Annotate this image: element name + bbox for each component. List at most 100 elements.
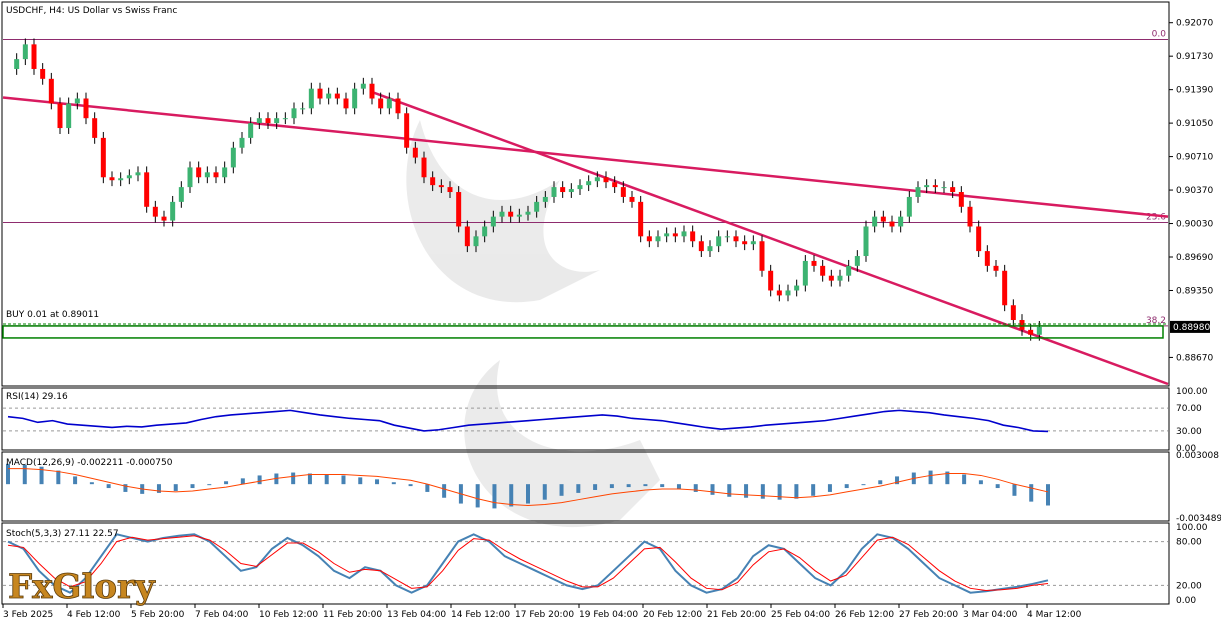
- order-label: BUY 0.01 at 0.89011: [6, 310, 99, 320]
- fib-level-label: 0.0: [1152, 29, 1167, 39]
- candle-body: [906, 196, 912, 217]
- candle-body: [239, 137, 245, 148]
- candle-body: [118, 178, 124, 181]
- price-tick-label: 0.89350: [1176, 286, 1213, 296]
- rsi-tick-label: 0.00: [1176, 444, 1196, 454]
- macd-bar: [962, 474, 967, 485]
- candle-body: [646, 236, 652, 242]
- candle-body: [248, 123, 254, 138]
- candle-body: [178, 187, 184, 202]
- candle-body: [889, 221, 895, 227]
- candle-body: [265, 118, 271, 124]
- candle-body: [378, 98, 384, 109]
- stoch-layer: 100.00 80.00 20.00 0.00: [3, 523, 1208, 606]
- candle-body: [776, 290, 782, 296]
- macd-bar: [995, 484, 1000, 489]
- candle-body: [898, 216, 904, 227]
- macd-bar: [190, 484, 195, 489]
- candle-body: [508, 211, 514, 217]
- macd-bar: [509, 484, 514, 507]
- candle-body: [386, 98, 392, 109]
- candles: [14, 38, 1042, 341]
- time-axis: 3 Feb 2025 4 Feb 12:00 5 Feb 20:00 7 Feb 04…: [2, 604, 1082, 620]
- time-tick-label: 17 Feb 20:00: [515, 610, 574, 620]
- macd-bar: [106, 484, 111, 489]
- macd-bar: [408, 484, 413, 487]
- candle-body: [872, 216, 878, 227]
- candle-body: [742, 241, 748, 245]
- macd-bar: [257, 475, 262, 485]
- fxglory-logo-text: FxGlory: [8, 567, 156, 607]
- macd-bar: [609, 484, 614, 489]
- candle-body: [863, 226, 869, 257]
- time-tick-label: 26 Feb 12:00: [835, 610, 894, 620]
- rsi-tick-label: 30.00: [1176, 427, 1202, 437]
- macd-bar: [89, 482, 94, 485]
- macd-bar: [794, 484, 799, 499]
- price-tick-label: 0.92070: [1176, 19, 1213, 29]
- price-grid: 0.92070 0.91730 0.91390 0.91050 0.90710 0.903…: [1169, 19, 1213, 363]
- candle-body: [152, 206, 158, 217]
- time-tick-label: 3 Feb 2025: [3, 610, 53, 620]
- macd-tick-label: 0.003008: [1176, 451, 1219, 461]
- fib-levels: 0.0 23.6 38.2: [3, 29, 1168, 327]
- fib-level-label: 38.2: [1146, 316, 1166, 326]
- candle-body: [976, 226, 982, 252]
- time-tick-label: 21 Feb 20:00: [707, 610, 766, 620]
- macd-tick-label: -0.003489: [1176, 514, 1221, 524]
- macd-bar: [207, 484, 212, 486]
- macd-bar: [576, 484, 581, 493]
- time-tick-label: 7 Feb 04:00: [195, 610, 249, 620]
- stoch-tick-label: 80.00: [1176, 538, 1202, 548]
- macd-panel: [1, 451, 1170, 522]
- candle-body: [950, 187, 956, 193]
- macd-bar: [475, 484, 480, 508]
- macd-bar: [39, 466, 44, 485]
- current-price-box: [1170, 320, 1210, 333]
- candle-body: [846, 265, 852, 276]
- macd-bar: [660, 484, 665, 488]
- macd-bar: [811, 484, 816, 496]
- macd-bar: [324, 474, 329, 485]
- macd-bar: [593, 484, 598, 490]
- candle-body: [170, 201, 176, 221]
- rsi-line: [7, 409, 1049, 433]
- candle-body: [187, 167, 193, 188]
- candle-body: [473, 236, 479, 247]
- candle-body: [837, 275, 843, 281]
- candle-body: [421, 157, 427, 178]
- macd-bar: [676, 484, 681, 490]
- candle-body: [334, 93, 340, 99]
- candle-body: [343, 98, 349, 109]
- candle-body: [196, 167, 202, 178]
- macd-bar: [643, 484, 648, 487]
- candle-body: [698, 241, 704, 252]
- rsi-tick-label: 100.00: [1176, 387, 1208, 397]
- price-tick-label: 0.90710: [1176, 153, 1213, 163]
- candle-body: [1028, 329, 1034, 335]
- macd-bar: [559, 484, 564, 496]
- candle-body: [57, 103, 63, 129]
- candle-body: [31, 44, 37, 69]
- macd-bar: [710, 484, 715, 495]
- candle-body: [40, 68, 46, 79]
- rsi-label: RSI(14) 29.16: [6, 392, 68, 402]
- rsi-tick-label: 70.00: [1176, 404, 1202, 414]
- macd-bar: [777, 484, 782, 500]
- candle-body: [802, 260, 808, 286]
- macd-bar: [358, 477, 363, 485]
- price-tick-label: 0.88670: [1176, 353, 1213, 363]
- macd-bar: [156, 484, 161, 493]
- time-tick-label: 19 Feb 04:00: [579, 610, 638, 620]
- candle-body: [603, 177, 609, 183]
- macd-label: MACD(12,26,9) -0.002211 -0.000750: [6, 458, 173, 468]
- trendlines: [2, 91, 1169, 386]
- macd-bar: [1046, 484, 1050, 506]
- stoch-tick-label: 100.00: [1176, 523, 1208, 533]
- candle-body: [733, 236, 739, 242]
- candle-body: [534, 201, 540, 212]
- macd-bar: [291, 472, 296, 485]
- candle-body: [14, 59, 20, 69]
- stoch-label: Stoch(5,3,3) 27.11 22.57: [6, 529, 119, 539]
